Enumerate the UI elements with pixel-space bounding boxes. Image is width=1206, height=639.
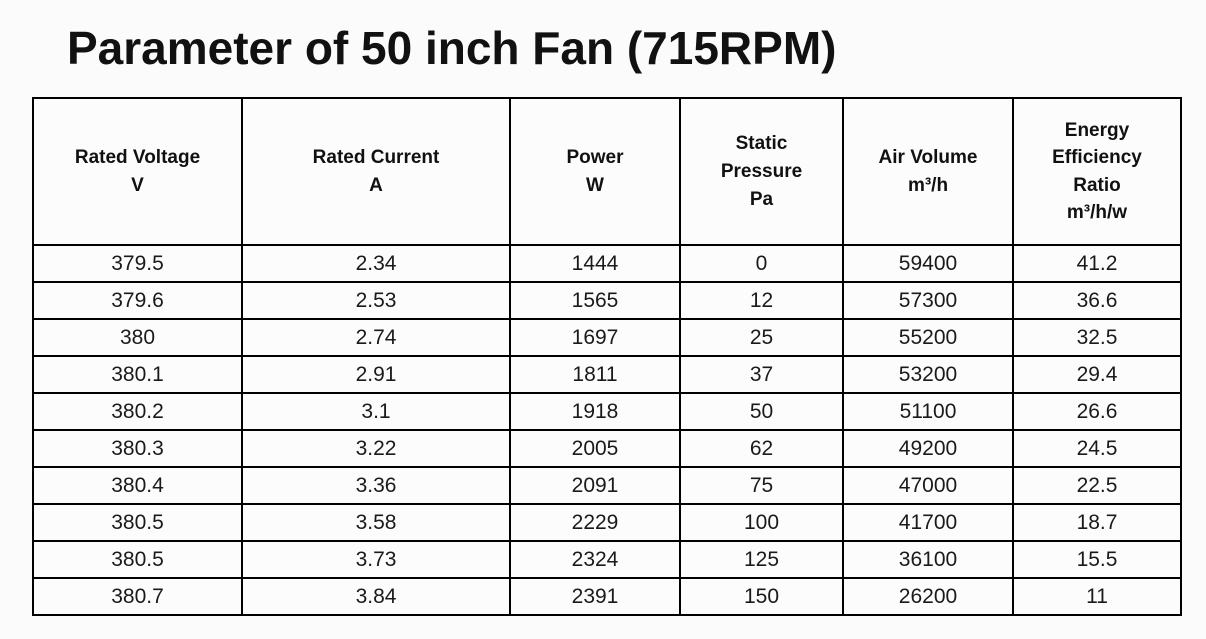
table-cell: 3.58 [241,503,511,543]
table-row: 380.1 2.91 1811 37 53200 29.4 [32,355,1182,395]
table-cell: 3.22 [241,429,511,469]
table-cell: 15.5 [1012,540,1182,580]
fan-parameter-table: Rated Voltage V Rated Current A Power W Static… [32,97,1182,617]
table-cell: 2.34 [241,244,511,284]
table-cell: 49200 [842,429,1014,469]
table-cell: 1565 [509,281,681,321]
table-cell: 36100 [842,540,1014,580]
page-title: Parameter of 50 inch Fan (715RPM) [67,22,837,74]
table-header-row: Rated Voltage V Rated Current A Power W Static… [32,97,1182,247]
table-cell: 50 [679,392,844,432]
table-cell: 380.3 [32,429,243,469]
table-cell: 2391 [509,577,681,617]
table-header: Rated Voltage V Rated Current A Power W Static… [32,97,1182,247]
table-cell: 59400 [842,244,1014,284]
table-cell: 26200 [842,577,1014,617]
table-cell: 100 [679,503,844,543]
table-cell: 55200 [842,318,1014,358]
table-cell: 150 [679,577,844,617]
table-cell: 1444 [509,244,681,284]
table-cell: 41700 [842,503,1014,543]
table-cell: 24.5 [1012,429,1182,469]
column-label: Power [566,147,624,169]
table-cell: 29.4 [1012,355,1182,395]
table-cell: 57300 [842,281,1014,321]
column-unit: A [369,174,383,196]
table-cell: 41.2 [1012,244,1182,284]
table-cell: 12 [679,281,844,321]
table-cell: 2229 [509,503,681,543]
table-cell: 47000 [842,466,1014,506]
table-cell: 380 [32,318,243,358]
table-cell: 37 [679,355,844,395]
column-label: Rated Voltage [74,147,201,169]
table-cell: 2.74 [241,318,511,358]
table-row: 379.5 2.34 1444 0 59400 41.2 [32,244,1182,284]
table-cell: 380.7 [32,577,243,617]
table-cell: 32.5 [1012,318,1182,358]
table-cell: 2324 [509,540,681,580]
column-label: Rated Current [312,147,440,169]
column-header-0: Rated Voltage V [32,97,243,247]
column-unit: V [131,174,144,196]
table-cell: 26.6 [1012,392,1182,432]
column-label: Static Pressure [720,133,803,183]
table-cell: 3.36 [241,466,511,506]
table-cell: 3.73 [241,540,511,580]
table-row: 379.6 2.53 1565 12 57300 36.6 [32,281,1182,321]
table-cell: 25 [679,318,844,358]
table-row: 380.4 3.36 2091 75 47000 22.5 [32,466,1182,506]
column-unit: m³/h/w [1066,202,1128,224]
table-cell: 379.6 [32,281,243,321]
table-cell: 379.5 [32,244,243,284]
table-cell: 125 [679,540,844,580]
table-cell: 22.5 [1012,466,1182,506]
table-cell: 1697 [509,318,681,358]
table-cell: 1811 [509,355,681,395]
table-cell: 11 [1012,577,1182,617]
table-cell: 2.91 [241,355,511,395]
table-cell: 2005 [509,429,681,469]
table-cell: 380.2 [32,392,243,432]
table-body: 379.5 2.34 1444 0 59400 41.2 379.6 2.53 1565 12 57… [32,244,1182,617]
column-unit: m³/h [907,174,949,196]
table-cell: 380.5 [32,540,243,580]
table-row: 380.3 3.22 2005 62 49200 24.5 [32,429,1182,469]
table-cell: 380.1 [32,355,243,395]
column-header-5: Energy Efficiency Ratio m³/h/w [1012,97,1182,247]
column-label: Air Volume [878,147,978,169]
table-cell: 3.1 [241,392,511,432]
table-cell: 1918 [509,392,681,432]
table-cell: 0 [679,244,844,284]
column-header-3: Static Pressure Pa [679,97,844,247]
column-header-1: Rated Current A [241,97,511,247]
column-unit: W [586,174,604,196]
table-cell: 36.6 [1012,281,1182,321]
column-unit: Pa [749,188,774,210]
table-row: 380.5 3.73 2324 125 36100 15.5 [32,540,1182,580]
column-label: Energy Efficiency Ratio [1052,119,1142,196]
table-cell: 75 [679,466,844,506]
table-cell: 51100 [842,392,1014,432]
table-row: 380.2 3.1 1918 50 51100 26.6 [32,392,1182,432]
column-header-2: Power W [509,97,681,247]
table-cell: 62 [679,429,844,469]
table-cell: 2.53 [241,281,511,321]
table-row: 380.7 3.84 2391 150 26200 11 [32,577,1182,617]
table-row: 380 2.74 1697 25 55200 32.5 [32,318,1182,358]
table-row: 380.5 3.58 2229 100 41700 18.7 [32,503,1182,543]
table-cell: 18.7 [1012,503,1182,543]
table-cell: 3.84 [241,577,511,617]
page: Parameter of 50 inch Fan (715RPM) Rated … [0,24,1206,639]
table-cell: 380.4 [32,466,243,506]
column-header-4: Air Volume m³/h [842,97,1014,247]
table-cell: 2091 [509,466,681,506]
table-cell: 380.5 [32,503,243,543]
table-cell: 53200 [842,355,1014,395]
